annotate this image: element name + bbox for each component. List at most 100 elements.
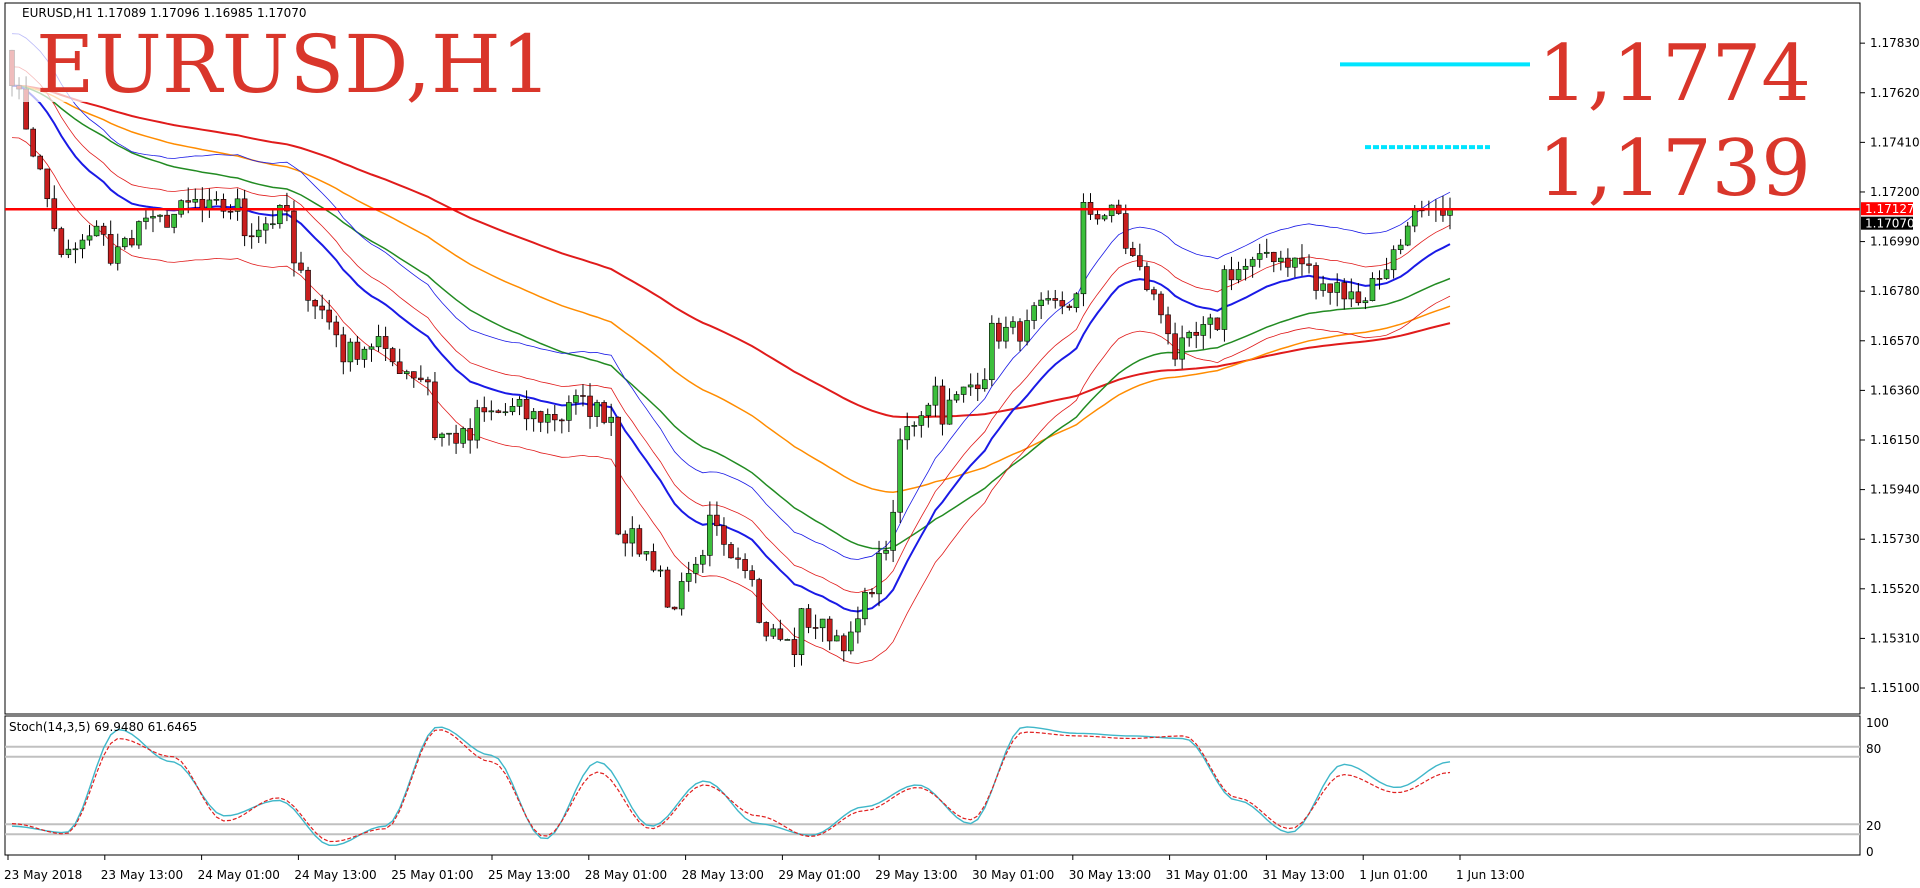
candle bbox=[819, 618, 826, 642]
stoch-scale-label: 0 bbox=[1866, 845, 1874, 859]
candle bbox=[749, 565, 755, 587]
candle bbox=[340, 326, 347, 375]
candle bbox=[601, 400, 607, 425]
candle bbox=[319, 294, 325, 320]
candle bbox=[615, 416, 622, 536]
candle bbox=[791, 627, 798, 668]
moving-averages bbox=[11, 33, 1451, 664]
candle bbox=[587, 383, 593, 429]
candle bbox=[989, 315, 995, 387]
candle bbox=[869, 588, 875, 598]
candle bbox=[967, 373, 974, 396]
candle bbox=[692, 556, 699, 584]
candle bbox=[248, 223, 255, 249]
candle bbox=[904, 412, 911, 450]
candle bbox=[58, 226, 65, 258]
candle bbox=[100, 222, 107, 246]
candle bbox=[1390, 245, 1397, 279]
candle bbox=[566, 395, 572, 433]
candle bbox=[1094, 209, 1101, 225]
price-tick-label: 1.17410 bbox=[1870, 135, 1920, 149]
candle bbox=[312, 298, 318, 320]
overlay-title: EURUSD,H1 bbox=[36, 18, 552, 111]
candle bbox=[192, 188, 199, 209]
candle bbox=[129, 229, 135, 248]
candle bbox=[756, 577, 762, 624]
candle bbox=[763, 621, 770, 642]
time-tick-label: 29 May 13:00 bbox=[875, 868, 957, 882]
candle bbox=[812, 614, 819, 640]
candle bbox=[136, 220, 142, 249]
candle bbox=[37, 154, 43, 171]
candle bbox=[1122, 204, 1129, 255]
envelope-blue-upper bbox=[11, 33, 1451, 560]
stochastic-oscillator: 100 80 20 0 bbox=[5, 716, 1889, 859]
candle bbox=[171, 213, 177, 234]
candle bbox=[305, 266, 311, 312]
candle bbox=[93, 220, 100, 237]
stoch-signal-line bbox=[11, 729, 1451, 843]
candle bbox=[1172, 322, 1178, 367]
time-tick-label: 28 May 13:00 bbox=[682, 868, 764, 882]
price-panel[interactable] bbox=[4, 2, 1861, 715]
candle bbox=[700, 549, 706, 573]
candle bbox=[840, 633, 847, 662]
candle bbox=[925, 402, 932, 428]
candle bbox=[467, 418, 473, 454]
candle bbox=[1369, 272, 1376, 302]
price-tick-label: 1.15520 bbox=[1870, 582, 1920, 596]
candle bbox=[770, 623, 777, 640]
resistance-price-tag bbox=[1861, 202, 1913, 216]
candle bbox=[453, 424, 459, 454]
time-tick-label: 30 May 01:00 bbox=[972, 868, 1054, 882]
candle bbox=[1285, 248, 1291, 277]
current-price-tag bbox=[1861, 216, 1913, 230]
candle bbox=[488, 400, 495, 421]
candle bbox=[44, 168, 51, 208]
ma-green-line bbox=[11, 84, 1451, 550]
ma-red-line bbox=[12, 84, 1451, 419]
candle bbox=[932, 376, 939, 417]
candle bbox=[157, 214, 163, 223]
candle bbox=[784, 638, 791, 641]
candle bbox=[213, 191, 220, 205]
candle bbox=[1101, 213, 1108, 222]
price-tick-label: 1.16360 bbox=[1870, 383, 1920, 397]
candle bbox=[1270, 251, 1277, 273]
candle bbox=[664, 566, 671, 608]
stoch-main-line bbox=[11, 726, 1451, 847]
time-tick-label: 24 May 01:00 bbox=[198, 868, 280, 882]
candle bbox=[30, 127, 36, 158]
candle bbox=[996, 317, 1002, 349]
candle bbox=[1348, 278, 1355, 308]
candle bbox=[946, 388, 953, 425]
candle bbox=[981, 368, 988, 392]
stoch-panel[interactable] bbox=[4, 715, 1861, 856]
candle bbox=[241, 189, 248, 247]
envelope-red-lower bbox=[11, 137, 1451, 664]
candle bbox=[368, 343, 375, 362]
candle bbox=[446, 432, 452, 446]
candle bbox=[953, 391, 960, 403]
price-tick-label: 1.16150 bbox=[1870, 433, 1920, 447]
time-tick-label: 23 May 2018 bbox=[4, 868, 82, 882]
candle bbox=[1334, 273, 1341, 307]
candle bbox=[636, 524, 643, 557]
candle bbox=[777, 619, 784, 642]
candle bbox=[1362, 297, 1369, 310]
candle bbox=[530, 408, 537, 432]
candle bbox=[1151, 286, 1157, 301]
candle bbox=[918, 411, 925, 438]
candle bbox=[974, 372, 981, 402]
candle bbox=[523, 390, 530, 431]
candle bbox=[1031, 302, 1037, 330]
candle bbox=[1278, 250, 1284, 271]
price-tick-label: 1.15310 bbox=[1870, 631, 1920, 645]
stoch-label: Stoch(14,3,5) 69.9480 61.6465 bbox=[9, 720, 197, 734]
candle bbox=[1292, 257, 1298, 278]
title-backdrop bbox=[8, 20, 528, 102]
resistance-price-label: 1.17127 bbox=[1865, 202, 1915, 216]
candle bbox=[721, 517, 727, 556]
candle bbox=[396, 348, 403, 374]
